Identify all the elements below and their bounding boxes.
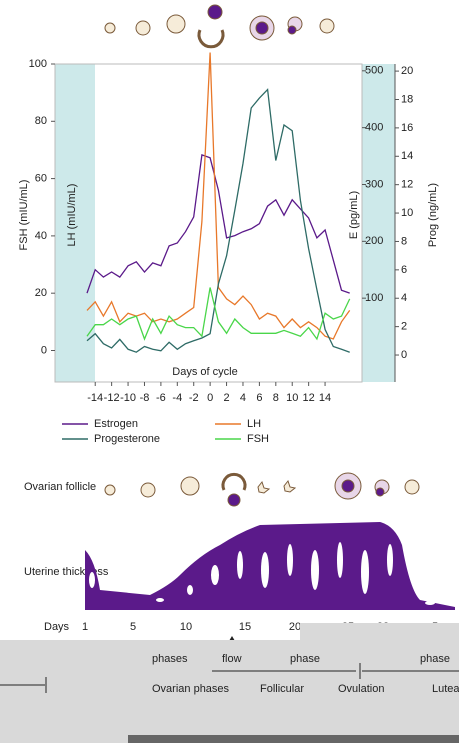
y-tick-label: 0 <box>41 344 47 356</box>
follicle-icons <box>104 472 420 507</box>
day-label: 1 <box>82 621 88 633</box>
y3-tick-label: 18 <box>401 93 413 105</box>
x-tick-label: 4 <box>240 392 246 404</box>
legend-label: Progesterone <box>94 433 160 445</box>
endometrium <box>85 522 455 610</box>
y3-tick-label: 14 <box>401 150 413 162</box>
y3-tick-label: 2 <box>401 321 407 333</box>
y3-tick-label: 20 <box>401 65 413 77</box>
legend-label: Estrogen <box>94 418 138 430</box>
y-axis-title: LH (mIU/mL) <box>66 184 78 247</box>
series-line <box>86 88 350 353</box>
y-axis-title: FSH (mIU/mL) <box>18 180 30 251</box>
x-tick-label: -10 <box>120 392 136 404</box>
y2-tick-label: 500 <box>365 65 383 77</box>
x-tick-label: 10 <box>286 392 298 404</box>
y-tick-label: 20 <box>35 287 47 299</box>
overlay-text: Follicular <box>260 683 304 695</box>
x-axis-title: Days of cycle <box>172 366 237 378</box>
day-label: 10 <box>180 621 192 633</box>
label: Ovarian follicle <box>24 481 96 493</box>
overlay-bar <box>128 735 459 743</box>
follicle-icons-top <box>104 4 335 49</box>
x-tick-label: 8 <box>273 392 279 404</box>
y3-axis-title: Prog (ng/mL) <box>427 183 439 247</box>
y3-tick-label: 6 <box>401 264 407 276</box>
y3-tick-label: 0 <box>401 349 407 361</box>
y3-tick-label: 16 <box>401 122 413 134</box>
x-tick-label: 12 <box>303 392 315 404</box>
day-label: 15 <box>239 621 251 633</box>
x-tick-label: -2 <box>189 392 199 404</box>
y3-tick-label: 4 <box>401 292 407 304</box>
plot-frame <box>54 63 363 383</box>
y2-axis-title: E (pg/mL) <box>348 191 360 239</box>
y-tick-label: 60 <box>35 173 47 185</box>
y-tick-label: 100 <box>29 58 47 70</box>
overlay-text: Ovulation <box>338 683 384 695</box>
x-tick-label: -4 <box>172 392 182 404</box>
overlay <box>300 623 459 743</box>
x-tick-label: 0 <box>207 392 213 404</box>
legend-label: FSH <box>247 433 269 445</box>
overlay-text: flow <box>222 653 242 665</box>
overlay-text: phase <box>420 653 450 665</box>
label: Days <box>44 621 70 633</box>
shaded-region <box>55 64 95 382</box>
x-tick-label: -12 <box>104 392 120 404</box>
y3-tick-label: 10 <box>401 207 413 219</box>
marker <box>229 636 235 641</box>
x-tick-label: -8 <box>140 392 150 404</box>
overlay <box>0 640 300 743</box>
overlay-text: phase <box>290 653 320 665</box>
overlay-text: Ovarian phases <box>152 683 230 695</box>
series-line <box>86 52 351 340</box>
day-label: 5 <box>130 621 136 633</box>
day-label: 20 <box>289 621 301 633</box>
x-tick-label: 6 <box>256 392 262 404</box>
overlay-text: phases <box>152 653 188 665</box>
y-tick-label: 80 <box>35 115 47 127</box>
legend-label: LH <box>247 418 261 430</box>
y2-tick-label: 100 <box>365 292 383 304</box>
endometrium-texture <box>89 542 435 605</box>
y3-tick-label: 12 <box>401 179 413 191</box>
x-tick-label: -6 <box>156 392 166 404</box>
series-line <box>86 287 351 341</box>
y2-tick-label: 300 <box>365 178 383 190</box>
x-tick-label: 2 <box>223 392 229 404</box>
y-tick-label: 40 <box>35 230 47 242</box>
overlay-text: Luteal <box>432 683 459 695</box>
y2-tick-label: 200 <box>365 235 383 247</box>
y2-tick-label: 400 <box>365 122 383 134</box>
series-line <box>86 154 350 294</box>
y3-tick-label: 8 <box>401 235 407 247</box>
shaded-region <box>362 64 395 382</box>
x-tick-label: 14 <box>319 392 331 404</box>
x-tick-label: -14 <box>87 392 103 404</box>
